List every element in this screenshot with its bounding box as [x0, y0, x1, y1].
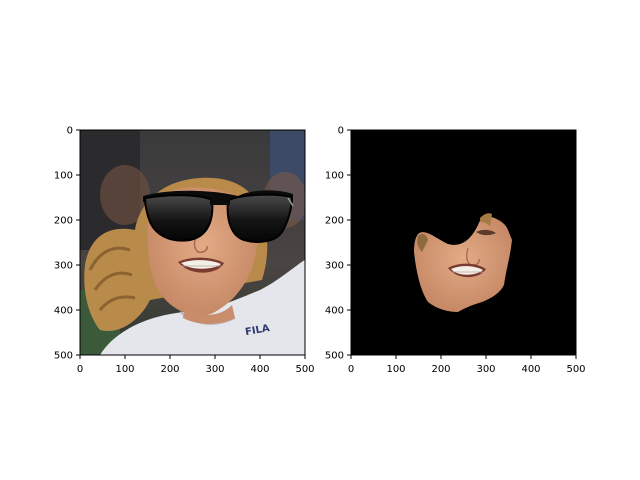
left-y-tick-label: 500 — [54, 351, 73, 362]
left-image-shirt — [100, 260, 305, 355]
left-x-tick-label: 100 — [115, 364, 134, 375]
left-axis-ticks: 0 100 200 300 400 500 0 100 200 300 400 500 — [54, 126, 315, 376]
left-x-tick-label: 200 — [160, 364, 179, 375]
right-y-tick-label: 200 — [325, 216, 344, 227]
left-x-tick-label: 400 — [250, 364, 269, 375]
right-axes-frame — [350, 129, 577, 356]
left-panel: FILA 0 100 200 300 400 500 0 100 200 300 400 500 — [54, 126, 315, 376]
left-x-tick-label: 500 — [295, 364, 314, 375]
right-axis-ticks: 0 100 200 300 400 500 0 100 200 300 400 500 — [325, 126, 586, 376]
left-y-tick-label: 200 — [54, 216, 73, 227]
right-image — [351, 130, 576, 355]
left-y-tick-label: 0 — [67, 126, 73, 137]
right-x-tick-label: 100 — [386, 364, 405, 375]
right-y-tick-label: 100 — [325, 171, 344, 182]
masked-face-region — [414, 215, 512, 312]
right-x-tick-label: 400 — [521, 364, 540, 375]
sunglasses-overlay — [143, 190, 294, 243]
right-y-tick-label: 0 — [338, 126, 344, 137]
left-image: FILA — [80, 130, 305, 355]
right-x-tick-label: 200 — [431, 364, 450, 375]
left-axes-frame — [79, 129, 306, 356]
left-x-tick-label: 0 — [77, 364, 83, 375]
left-y-tick-label: 300 — [54, 261, 73, 272]
right-x-tick-label: 0 — [348, 364, 354, 375]
left-y-tick-label: 100 — [54, 171, 73, 182]
left-lens — [143, 194, 214, 242]
shirt-logo-text: FILA — [244, 323, 270, 338]
right-x-tick-label: 500 — [566, 364, 585, 375]
right-y-tick-label: 500 — [325, 351, 344, 362]
right-x-tick-label: 300 — [476, 364, 495, 375]
left-x-tick-label: 300 — [205, 364, 224, 375]
right-y-tick-label: 400 — [325, 306, 344, 317]
right-lens — [226, 193, 294, 243]
right-panel: 0 100 200 300 400 500 0 100 200 300 400 500 — [325, 126, 586, 376]
left-y-tick-label: 400 — [54, 306, 73, 317]
right-y-tick-label: 300 — [325, 261, 344, 272]
